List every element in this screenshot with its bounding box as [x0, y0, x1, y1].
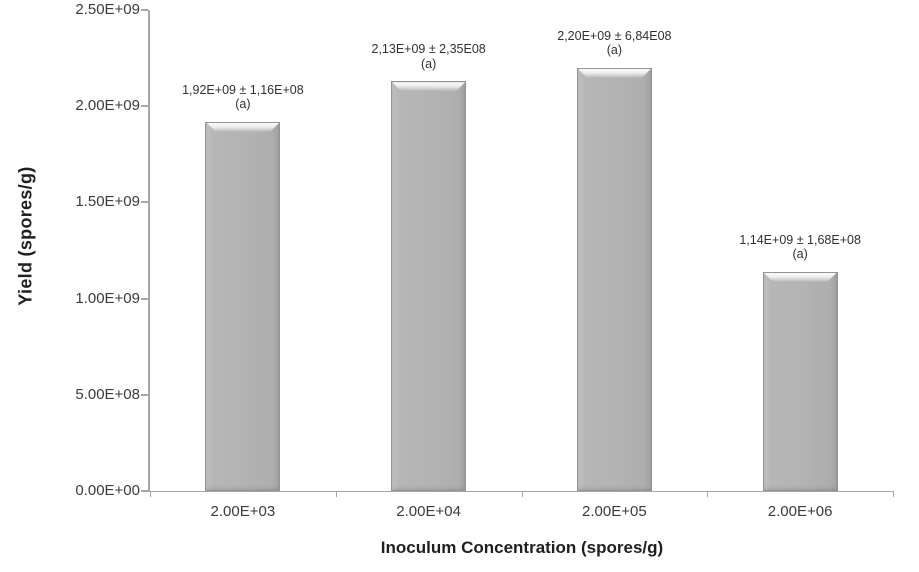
y-tick-label: 1.00E+09	[75, 289, 140, 307]
x-tick-label: 2.00E+03	[210, 503, 276, 520]
y-axis-tick	[141, 393, 148, 396]
bar-significance-text: (a)	[235, 97, 251, 112]
bar-significance-text: (a)	[792, 247, 808, 262]
y-axis-tick	[141, 297, 148, 300]
bar	[205, 121, 281, 491]
bar-value-label: 2,20E+09 ± 6,84E08 (a)	[557, 29, 671, 58]
plot-area: 1,92E+09 ± 1,16E+08 (a) 2,13E+09 ± 2,35E08…	[150, 10, 893, 491]
x-tick-label: 2.00E+05	[582, 503, 647, 520]
x-axis-title: Inoculum Concentration (spores/g)	[380, 538, 664, 557]
bar-value-text: 1,92E+09 ± 1,16E+08	[182, 82, 304, 97]
bar-value-label: 1,92E+09 ± 1,16E+08 (a)	[182, 83, 304, 112]
x-axis-tick	[335, 491, 337, 497]
y-tick-label: 5.00E+08	[75, 385, 140, 403]
x-axis-tick	[521, 491, 523, 497]
x-tick-label: 2.00E+06	[767, 503, 833, 520]
y-tick-label: 2.50E+09	[75, 1, 140, 18]
bar-significance-text: (a)	[420, 56, 437, 71]
y-axis-tick	[141, 105, 148, 108]
bar	[391, 81, 467, 491]
bar-significance-text: (a)	[606, 43, 623, 58]
x-axis-line	[148, 491, 894, 492]
y-tick-label: 0.00E+00	[75, 482, 140, 499]
y-axis-title: Yield (spores/g)	[15, 166, 36, 306]
bar-value-text: 2,13E+09 ± 2,35E08	[371, 42, 486, 57]
y-tick-label: 1.50E+09	[75, 193, 140, 211]
y-axis-tick	[141, 490, 148, 492]
y-tick-label: 2.00E+09	[75, 97, 140, 115]
bar-value-text: 2,20E+09 ± 6,84E08	[557, 28, 672, 43]
bar	[762, 271, 838, 491]
x-axis-tick	[707, 491, 709, 497]
bar-value-label: 2,13E+09 ± 2,35E08 (a)	[372, 42, 486, 71]
bar-value-text: 1,14E+09 ± 1,68E+08	[739, 232, 861, 247]
x-axis-tick	[893, 491, 894, 497]
y-axis-tick	[141, 9, 148, 11]
y-axis-line	[148, 10, 150, 492]
bar-value-label: 1,14E+09 ± 1,68E+08 (a)	[739, 233, 861, 262]
x-tick-label: 2.00E+04	[396, 503, 461, 520]
y-axis-tick	[141, 201, 148, 204]
x-axis-tick	[150, 491, 151, 497]
bar	[576, 67, 652, 491]
